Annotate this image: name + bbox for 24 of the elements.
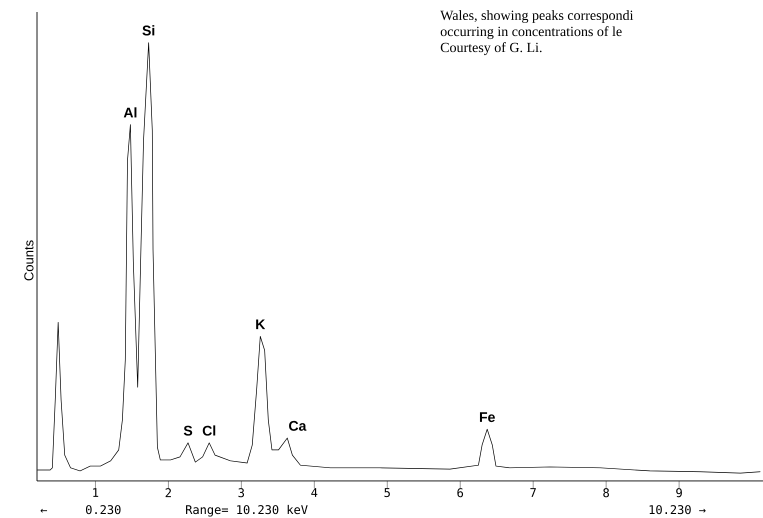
x-tick-label: 6 [457,488,464,498]
x-tick-label: 5 [384,488,390,498]
text: Range= 10.230 keV [186,504,308,517]
annotation: Cl [202,425,216,436]
annotation: Si [142,25,154,36]
annotation: Fe [480,412,495,422]
text: 10.230 → [650,505,706,514]
text: occurring in concentrations of le [440,26,622,40]
text: ← [40,508,48,513]
annotation: K [256,320,266,330]
x-tick-label: 9 [676,488,682,498]
text: Wales, showing peaks correspondi [440,10,634,23]
text: 0.230 [86,505,121,514]
x-tick-label: 8 [603,488,609,498]
x-tick-label: 4 [311,488,318,497]
annotation: Ca [289,420,306,431]
x-tick-label: 3 [238,488,244,498]
x-tick-label: 7 [530,488,536,497]
annotation: S [184,426,192,436]
x-tick-label: 1 [93,488,98,497]
x-tick-label: 2 [166,488,171,498]
y-axis-title: Counts [24,240,34,280]
annotation: Al [124,107,136,118]
annotation: Courtesy of G. Li. [440,42,542,56]
